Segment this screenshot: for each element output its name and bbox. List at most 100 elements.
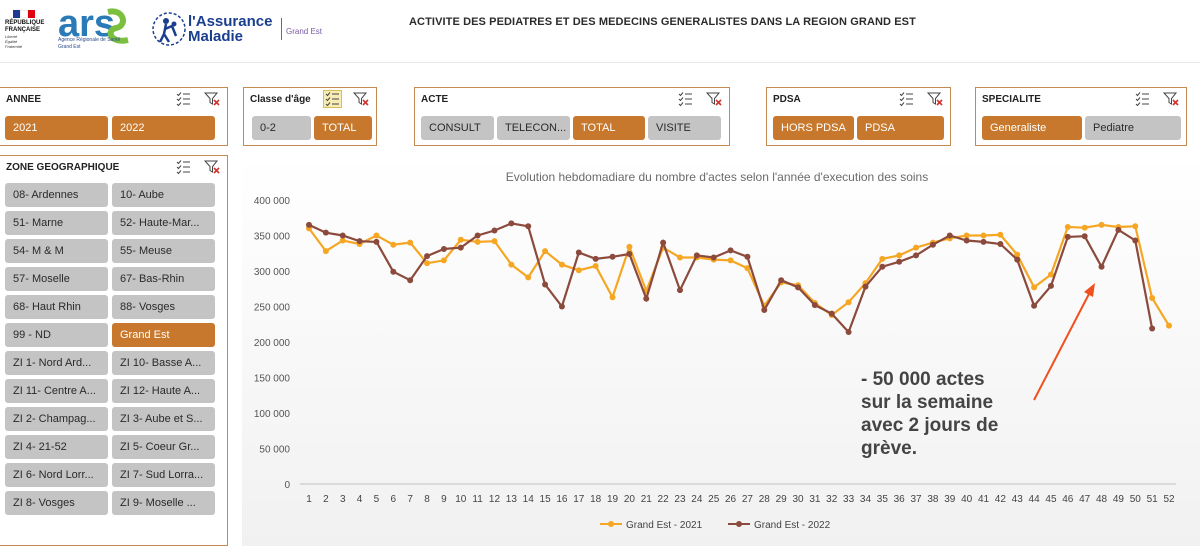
x-tick-label: 51 — [1147, 494, 1159, 505]
slicer-title: Classe d'âge — [250, 94, 311, 105]
slicer-item[interactable]: Grand Est — [112, 323, 215, 347]
slicer-item[interactable]: ZI 2- Champag... — [5, 407, 108, 431]
multi-select-icon[interactable] — [175, 159, 192, 175]
y-tick-label: 200 000 — [254, 338, 291, 349]
x-tick-label: 2 — [323, 494, 329, 505]
slicer-item[interactable]: ZI 7- Sud Lorra... — [112, 463, 215, 487]
annotation-line-3: avec 2 jours de — [861, 415, 999, 436]
slicer-item[interactable]: ZI 1- Nord Ard... — [5, 351, 108, 375]
slicer-item[interactable]: ZI 6- Nord Lorr... — [5, 463, 108, 487]
slicer-item[interactable]: TOTAL — [314, 116, 372, 140]
slicer-item[interactable]: ZI 11- Centre A... — [5, 379, 108, 403]
slicer-item[interactable]: ZI 5- Coeur Gr... — [112, 435, 215, 459]
slicer-item[interactable]: 2022 — [112, 116, 215, 140]
x-tick-label: 28 — [759, 494, 771, 505]
slicer-item[interactable]: Generaliste — [982, 116, 1082, 140]
clear-filter-icon[interactable] — [705, 91, 723, 107]
slicer-item[interactable]: 68- Haut Rhin — [5, 295, 108, 319]
series-line-1 — [308, 223, 1170, 327]
am-line2: Maladie — [188, 28, 244, 45]
series-2-point — [913, 252, 920, 259]
x-tick-label: 20 — [624, 494, 636, 505]
x-tick-label: 19 — [607, 494, 619, 505]
assurance-maladie-icon — [152, 12, 186, 46]
strike-annotation: - 50 000 actes sur la semaine avec 2 jou… — [861, 368, 998, 460]
y-tick-label: 100 000 — [254, 409, 291, 420]
rf-line1: RÉPUBLIQUE — [5, 20, 45, 26]
series-1-point — [1064, 223, 1071, 230]
slicer-item[interactable]: 08- Ardennes — [5, 183, 108, 207]
series-2-point — [997, 241, 1004, 248]
x-tick-label: 22 — [658, 494, 670, 505]
series-2-point — [862, 283, 869, 290]
series-2-point — [744, 253, 751, 260]
series-2-point — [643, 295, 650, 302]
slicer-item[interactable]: 52- Haute-Mar... — [112, 211, 215, 235]
series-1-point — [1098, 221, 1105, 228]
slicer-item[interactable]: 54- M & M — [5, 239, 108, 263]
slicer-item[interactable]: 0-2 — [252, 116, 311, 140]
slicer-item[interactable]: ZI 9- Moselle ... — [112, 491, 215, 515]
slicer-item[interactable]: 51- Marne — [5, 211, 108, 235]
slicer-item[interactable]: ZI 10- Basse A... — [112, 351, 215, 375]
clear-filter-icon[interactable] — [1162, 91, 1180, 107]
multi-select-icon[interactable] — [898, 91, 915, 107]
y-tick-label: 350 000 — [254, 232, 291, 243]
series-2-point — [1081, 233, 1088, 240]
series-1-point — [558, 261, 565, 268]
slicer-title: ANNEE — [6, 94, 42, 105]
y-tick-label: 50 000 — [259, 445, 290, 456]
slicer-item[interactable]: 99 - ND — [5, 323, 108, 347]
series-1-point — [1031, 284, 1038, 291]
x-tick-label: 47 — [1079, 494, 1091, 505]
series-2-point — [390, 268, 397, 275]
slicer-item[interactable]: TELECON... — [497, 116, 570, 140]
slicer-item[interactable]: ZI 12- Haute A... — [112, 379, 215, 403]
series-2-point — [879, 263, 886, 270]
slicer-item[interactable]: ZI 8- Vosges — [5, 491, 108, 515]
x-tick-label: 45 — [1045, 494, 1057, 505]
series-2-point — [542, 281, 549, 288]
assurance-maladie-logo: l'Assurance Maladie — [152, 12, 272, 48]
slicer-item[interactable]: 57- Moselle — [5, 267, 108, 291]
x-tick-label: 50 — [1130, 494, 1142, 505]
x-tick-label: 10 — [455, 494, 467, 505]
y-tick-label: 400 000 — [254, 196, 291, 207]
x-tick-label: 34 — [860, 494, 872, 505]
multi-select-icon[interactable] — [677, 91, 694, 107]
republique-francaise-logo: RÉPUBLIQUE FRANÇAISE Liberté Égalité Fra… — [5, 10, 51, 49]
slicer-item[interactable]: 2021 — [5, 116, 108, 140]
clear-filter-icon[interactable] — [203, 91, 221, 107]
slicer-item[interactable]: CONSULT — [421, 116, 494, 140]
series-2-point — [508, 220, 515, 227]
series-1-point — [373, 232, 380, 239]
slicer-item[interactable]: Pediatre — [1085, 116, 1181, 140]
ars-sub2: Grand Est — [58, 44, 81, 50]
multi-select-icon[interactable] — [1134, 91, 1151, 107]
series-1-point — [676, 254, 683, 261]
slicer-title: PDSA — [773, 94, 801, 105]
clear-filter-icon[interactable] — [352, 91, 370, 107]
slicer-item[interactable]: PDSA — [857, 116, 944, 140]
x-tick-label: 24 — [691, 494, 703, 505]
slicer-item[interactable]: 55- Meuse — [112, 239, 215, 263]
slicer-item[interactable]: 10- Aube — [112, 183, 215, 207]
x-tick-label: 26 — [725, 494, 737, 505]
slicer-item[interactable]: ZI 3- Aube et S... — [112, 407, 215, 431]
clear-filter-icon[interactable] — [926, 91, 944, 107]
slicer-item[interactable]: VISITE — [648, 116, 721, 140]
series-2-point — [592, 255, 599, 262]
clear-filter-icon[interactable] — [203, 159, 221, 175]
slicer-item[interactable]: 67- Bas-Rhin — [112, 267, 215, 291]
slicer-item[interactable]: TOTAL — [573, 116, 645, 140]
multi-select-icon[interactable] — [323, 90, 342, 108]
slicer-item[interactable]: 88- Vosges — [112, 295, 215, 319]
slicer-item[interactable]: HORS PDSA — [773, 116, 854, 140]
series-2-point — [1098, 263, 1105, 270]
annotation-arrow — [1033, 291, 1091, 401]
x-tick-label: 49 — [1113, 494, 1125, 505]
series-2-point — [963, 237, 970, 244]
slicer-item[interactable]: ZI 4- 21-52 — [5, 435, 108, 459]
multi-select-icon[interactable] — [175, 91, 192, 107]
